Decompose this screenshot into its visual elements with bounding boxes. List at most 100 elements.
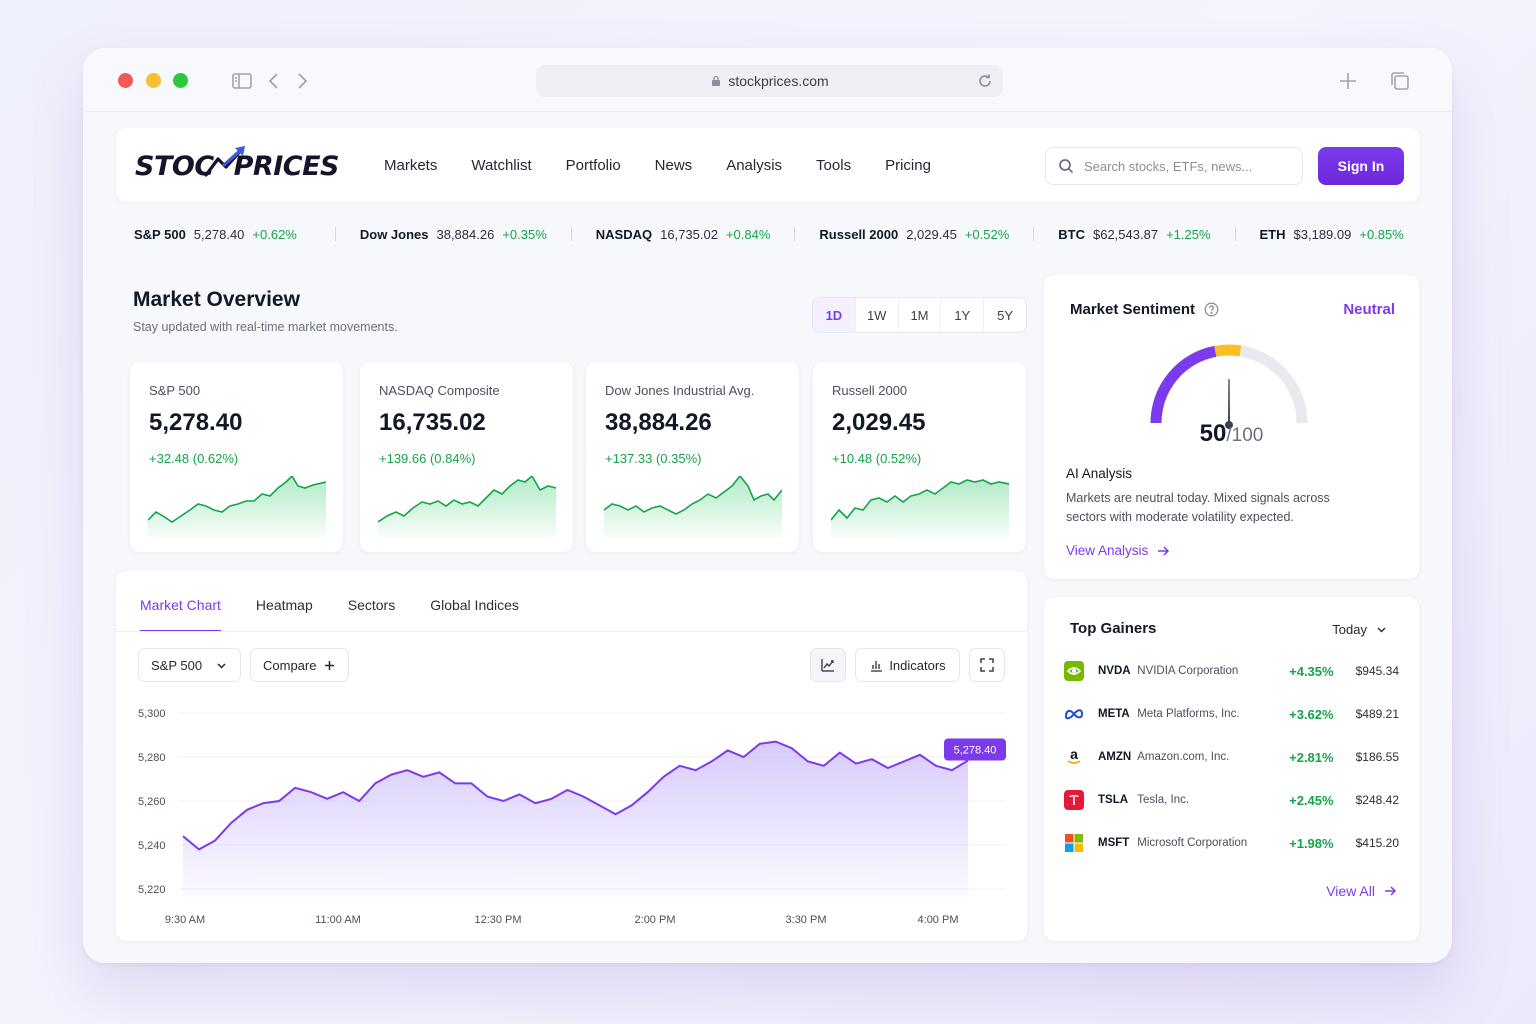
search-icon: [1059, 159, 1074, 174]
ticker-item[interactable]: S&P 500 5,278.40 +0.62%: [134, 227, 297, 242]
market-overview-subtitle: Stay updated with real-time market movem…: [133, 320, 398, 334]
ticker-value: $62,543.87: [1092, 226, 1159, 242]
tab-heatmap[interactable]: Heatmap: [255, 597, 313, 613]
maximize-window-button[interactable]: [173, 73, 188, 88]
ticker-item[interactable]: NASDAQ 16,735.02 +0.84%: [596, 227, 771, 242]
ticker-divider: [334, 227, 336, 241]
search-input[interactable]: Search stocks, ETFs, news...: [1045, 147, 1303, 185]
timeframe-1d[interactable]: 1D: [813, 298, 856, 332]
timeframe-1w[interactable]: 1W: [856, 298, 899, 332]
index-card-dowjones[interactable]: Dow Jones Industrial Avg. 38,884.26 +137…: [586, 362, 799, 552]
timeframe-5y[interactable]: 5Y: [997, 307, 1014, 323]
nav-pricing[interactable]: Pricing: [885, 156, 931, 174]
view-all-link[interactable]: View All: [1326, 883, 1397, 899]
gainer-row[interactable]: META Meta Platforms, Inc. +3.62% $489.21: [1064, 702, 1399, 726]
gainer-row[interactable]: NVDA NVIDIA Corporation +4.35% $945.34: [1064, 659, 1399, 683]
fullscreen-icon: [980, 658, 994, 672]
gainer-symbol: AMZN: [1098, 751, 1132, 763]
gainers-range-select[interactable]: Today: [1332, 622, 1387, 637]
back-icon[interactable]: [263, 70, 285, 92]
chart-type-button[interactable]: [810, 648, 846, 682]
timeframe-1m[interactable]: 1M: [899, 298, 942, 332]
reload-icon[interactable]: [977, 73, 993, 89]
line-chart-icon: [821, 659, 834, 672]
tab-global-indices[interactable]: Global Indices: [430, 597, 519, 613]
index-change: +139.66 (0.84%): [379, 451, 476, 466]
ticker-symbol: ETH: [1259, 226, 1286, 242]
index-card-russell2000[interactable]: Russell 2000 2,029.45 +10.48 (0.52%): [813, 362, 1026, 552]
nav-news[interactable]: News: [654, 156, 693, 174]
microsoft-icon: [1064, 833, 1084, 853]
gainer-name: Meta Platforms, Inc.: [1137, 708, 1240, 720]
symbol-select[interactable]: S&P 500: [138, 648, 241, 682]
ai-analysis-title: AI Analysis: [1066, 466, 1133, 481]
x-tick-label: 3:30 PM: [786, 914, 827, 926]
sidebar-toggle-icon[interactable]: [231, 70, 253, 92]
ticker-symbol: S&P 500: [134, 226, 186, 242]
y-tick-label: 5,220: [138, 884, 166, 896]
address-bar[interactable]: stockprices.com: [536, 65, 1003, 97]
compare-button[interactable]: Compare: [250, 648, 349, 682]
close-window-button[interactable]: [118, 73, 133, 88]
gainer-name: Microsoft Corporation: [1137, 837, 1248, 849]
top-gainers-card: Top Gainers Today NVDA NVIDIA Corporatio…: [1044, 597, 1419, 941]
ticker-item[interactable]: BTC $62,543.87 +1.25%: [1058, 227, 1210, 242]
amazon-icon: a: [1064, 747, 1084, 767]
gainer-change: +1.98%: [1289, 835, 1334, 851]
sparkline: [378, 476, 556, 538]
help-icon[interactable]: [1204, 302, 1219, 317]
gainer-row[interactable]: a AMZN Amazon.com, Inc. +2.81% $186.55: [1064, 745, 1399, 769]
site-logo[interactable]: STOC PRICES: [135, 146, 339, 186]
gainer-row[interactable]: MSFT Microsoft Corporation +1.98% $415.2…: [1064, 831, 1399, 855]
forward-icon[interactable]: [291, 70, 313, 92]
market-line-chart[interactable]: 5,300 5,280 5,260 5,240 5,220 9:30 AM 11:00 A…: [138, 699, 1018, 939]
index-change: +137.33 (0.35%): [605, 451, 702, 466]
arrow-right-icon: [1385, 886, 1397, 896]
sentiment-title: Market Sentiment: [1070, 301, 1219, 318]
index-name: Russell 2000: [832, 383, 908, 398]
ticker-symbol: BTC: [1058, 226, 1085, 242]
ticker-value: 2,029.45: [906, 226, 957, 242]
ticker-change: +0.62%: [252, 226, 297, 242]
tab-market-chart[interactable]: Market Chart: [140, 597, 221, 632]
gainer-name: NVIDIA Corporation: [1137, 665, 1239, 677]
nav-analysis[interactable]: Analysis: [726, 156, 783, 174]
ticker-item[interactable]: Russell 2000 2,029.45 +0.52%: [819, 227, 1009, 242]
nav-watchlist[interactable]: Watchlist: [471, 156, 532, 174]
nav-tools[interactable]: Tools: [816, 156, 852, 174]
gainer-row[interactable]: TSLA Tesla, Inc. +2.45% $248.42: [1064, 788, 1399, 812]
ticker-symbol: NASDAQ: [595, 226, 653, 242]
gainer-name: Amazon.com, Inc.: [1137, 751, 1230, 763]
svg-text:a: a: [1070, 748, 1078, 762]
last-value-label: 5,278.40: [954, 745, 997, 757]
logo-text-left: STOC: [135, 150, 214, 182]
index-card-sp500[interactable]: S&P 500 5,278.40 +32.48 (0.62%): [130, 362, 343, 552]
view-analysis-link[interactable]: View Analysis: [1066, 543, 1170, 558]
browser-titlebar: stockprices.com: [83, 48, 1452, 112]
ticker-item[interactable]: ETH $3,189.09 +0.85%: [1260, 227, 1404, 242]
gainers-range-value: Today: [1332, 622, 1367, 637]
gauge-fill: [1150, 345, 1217, 424]
minimize-window-button[interactable]: [146, 73, 161, 88]
ticker-item[interactable]: Dow Jones 38,884.26 +0.35%: [360, 227, 547, 242]
nav-portfolio[interactable]: Portfolio: [565, 156, 621, 174]
timeframe-1y[interactable]: 1Y: [941, 298, 985, 332]
ticker-change: +0.52%: [964, 226, 1010, 242]
chevron-down-icon: [1377, 627, 1386, 633]
index-value: 16,735.02: [379, 409, 486, 436]
gainer-change: +2.81%: [1289, 749, 1334, 765]
ticker-symbol: Russell 2000: [819, 226, 899, 242]
new-tab-icon[interactable]: [1337, 70, 1359, 92]
sign-in-button[interactable]: Sign In: [1318, 147, 1404, 185]
ticker-value: 38,884.26: [436, 226, 495, 242]
indicators-button[interactable]: Indicators: [855, 648, 960, 682]
indicators-label: Indicators: [889, 657, 946, 673]
tabs-overview-icon[interactable]: [1389, 70, 1411, 92]
x-tick-label: 9:30 AM: [165, 914, 205, 926]
x-tick-label: 11:00 AM: [315, 914, 361, 926]
nav-markets[interactable]: Markets: [384, 156, 438, 174]
ticker-divider: [794, 227, 796, 241]
index-card-nasdaq[interactable]: NASDAQ Composite 16,735.02 +139.66 (0.84…: [360, 362, 573, 552]
fullscreen-button[interactable]: [969, 648, 1005, 682]
tab-sectors[interactable]: Sectors: [347, 597, 396, 613]
